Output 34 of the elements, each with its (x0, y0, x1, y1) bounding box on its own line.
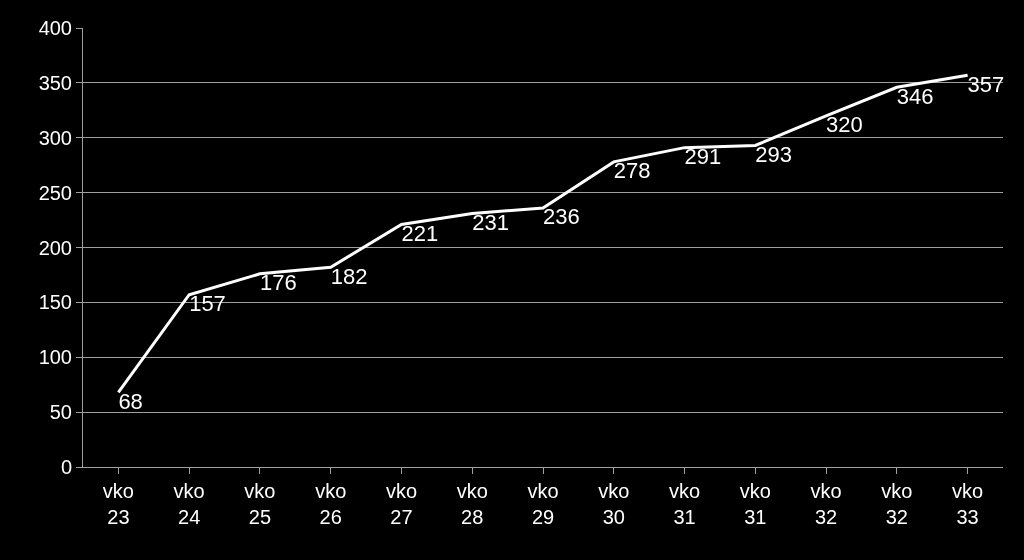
x-tick-label: vko 25 (244, 480, 276, 528)
data-label: 236 (543, 204, 580, 230)
y-tick-label: 300 (38, 126, 72, 149)
data-label: 291 (684, 144, 722, 170)
x-tick-label: vko 31 (668, 480, 701, 528)
line-series (116, 73, 970, 394)
x-tick-label: vko 29 (527, 480, 559, 528)
x-tick-label: vko 33 (952, 480, 984, 528)
x-tick-label: vko 27 (385, 480, 418, 528)
y-tick-label: 0 (60, 456, 72, 478)
data-label: 320 (826, 112, 863, 138)
x-tick-label: vko 32 (810, 480, 842, 528)
x-tick-label: vko 26 (315, 480, 347, 528)
data-label: 182 (330, 263, 368, 289)
y-tick-label: 100 (38, 346, 72, 369)
y-tick-label: 250 (38, 181, 72, 204)
data-label: 231 (472, 209, 509, 235)
y-tick-label: 200 (38, 236, 72, 259)
x-tick-label: vko 30 (598, 480, 630, 528)
x-tick-label: vko 23 (102, 480, 134, 528)
y-tick-label: 350 (38, 71, 72, 94)
data-label: 221 (401, 220, 439, 246)
data-label: 293 (755, 141, 793, 167)
data-label: 68 (118, 388, 143, 414)
x-tick-label: vko 24 (173, 480, 205, 528)
data-label: 176 (259, 270, 297, 296)
x-tick-label: vko 31 (739, 480, 771, 528)
y-tick-label: 150 (38, 291, 72, 314)
data-label: 346 (896, 83, 934, 109)
y-tick-label: 400 (38, 17, 72, 39)
y-tick-label: 50 (49, 401, 72, 424)
x-tick-label: vko 28 (456, 480, 488, 528)
x-tick-label: vko 32 (881, 480, 913, 528)
data-label: 278 (613, 158, 651, 184)
